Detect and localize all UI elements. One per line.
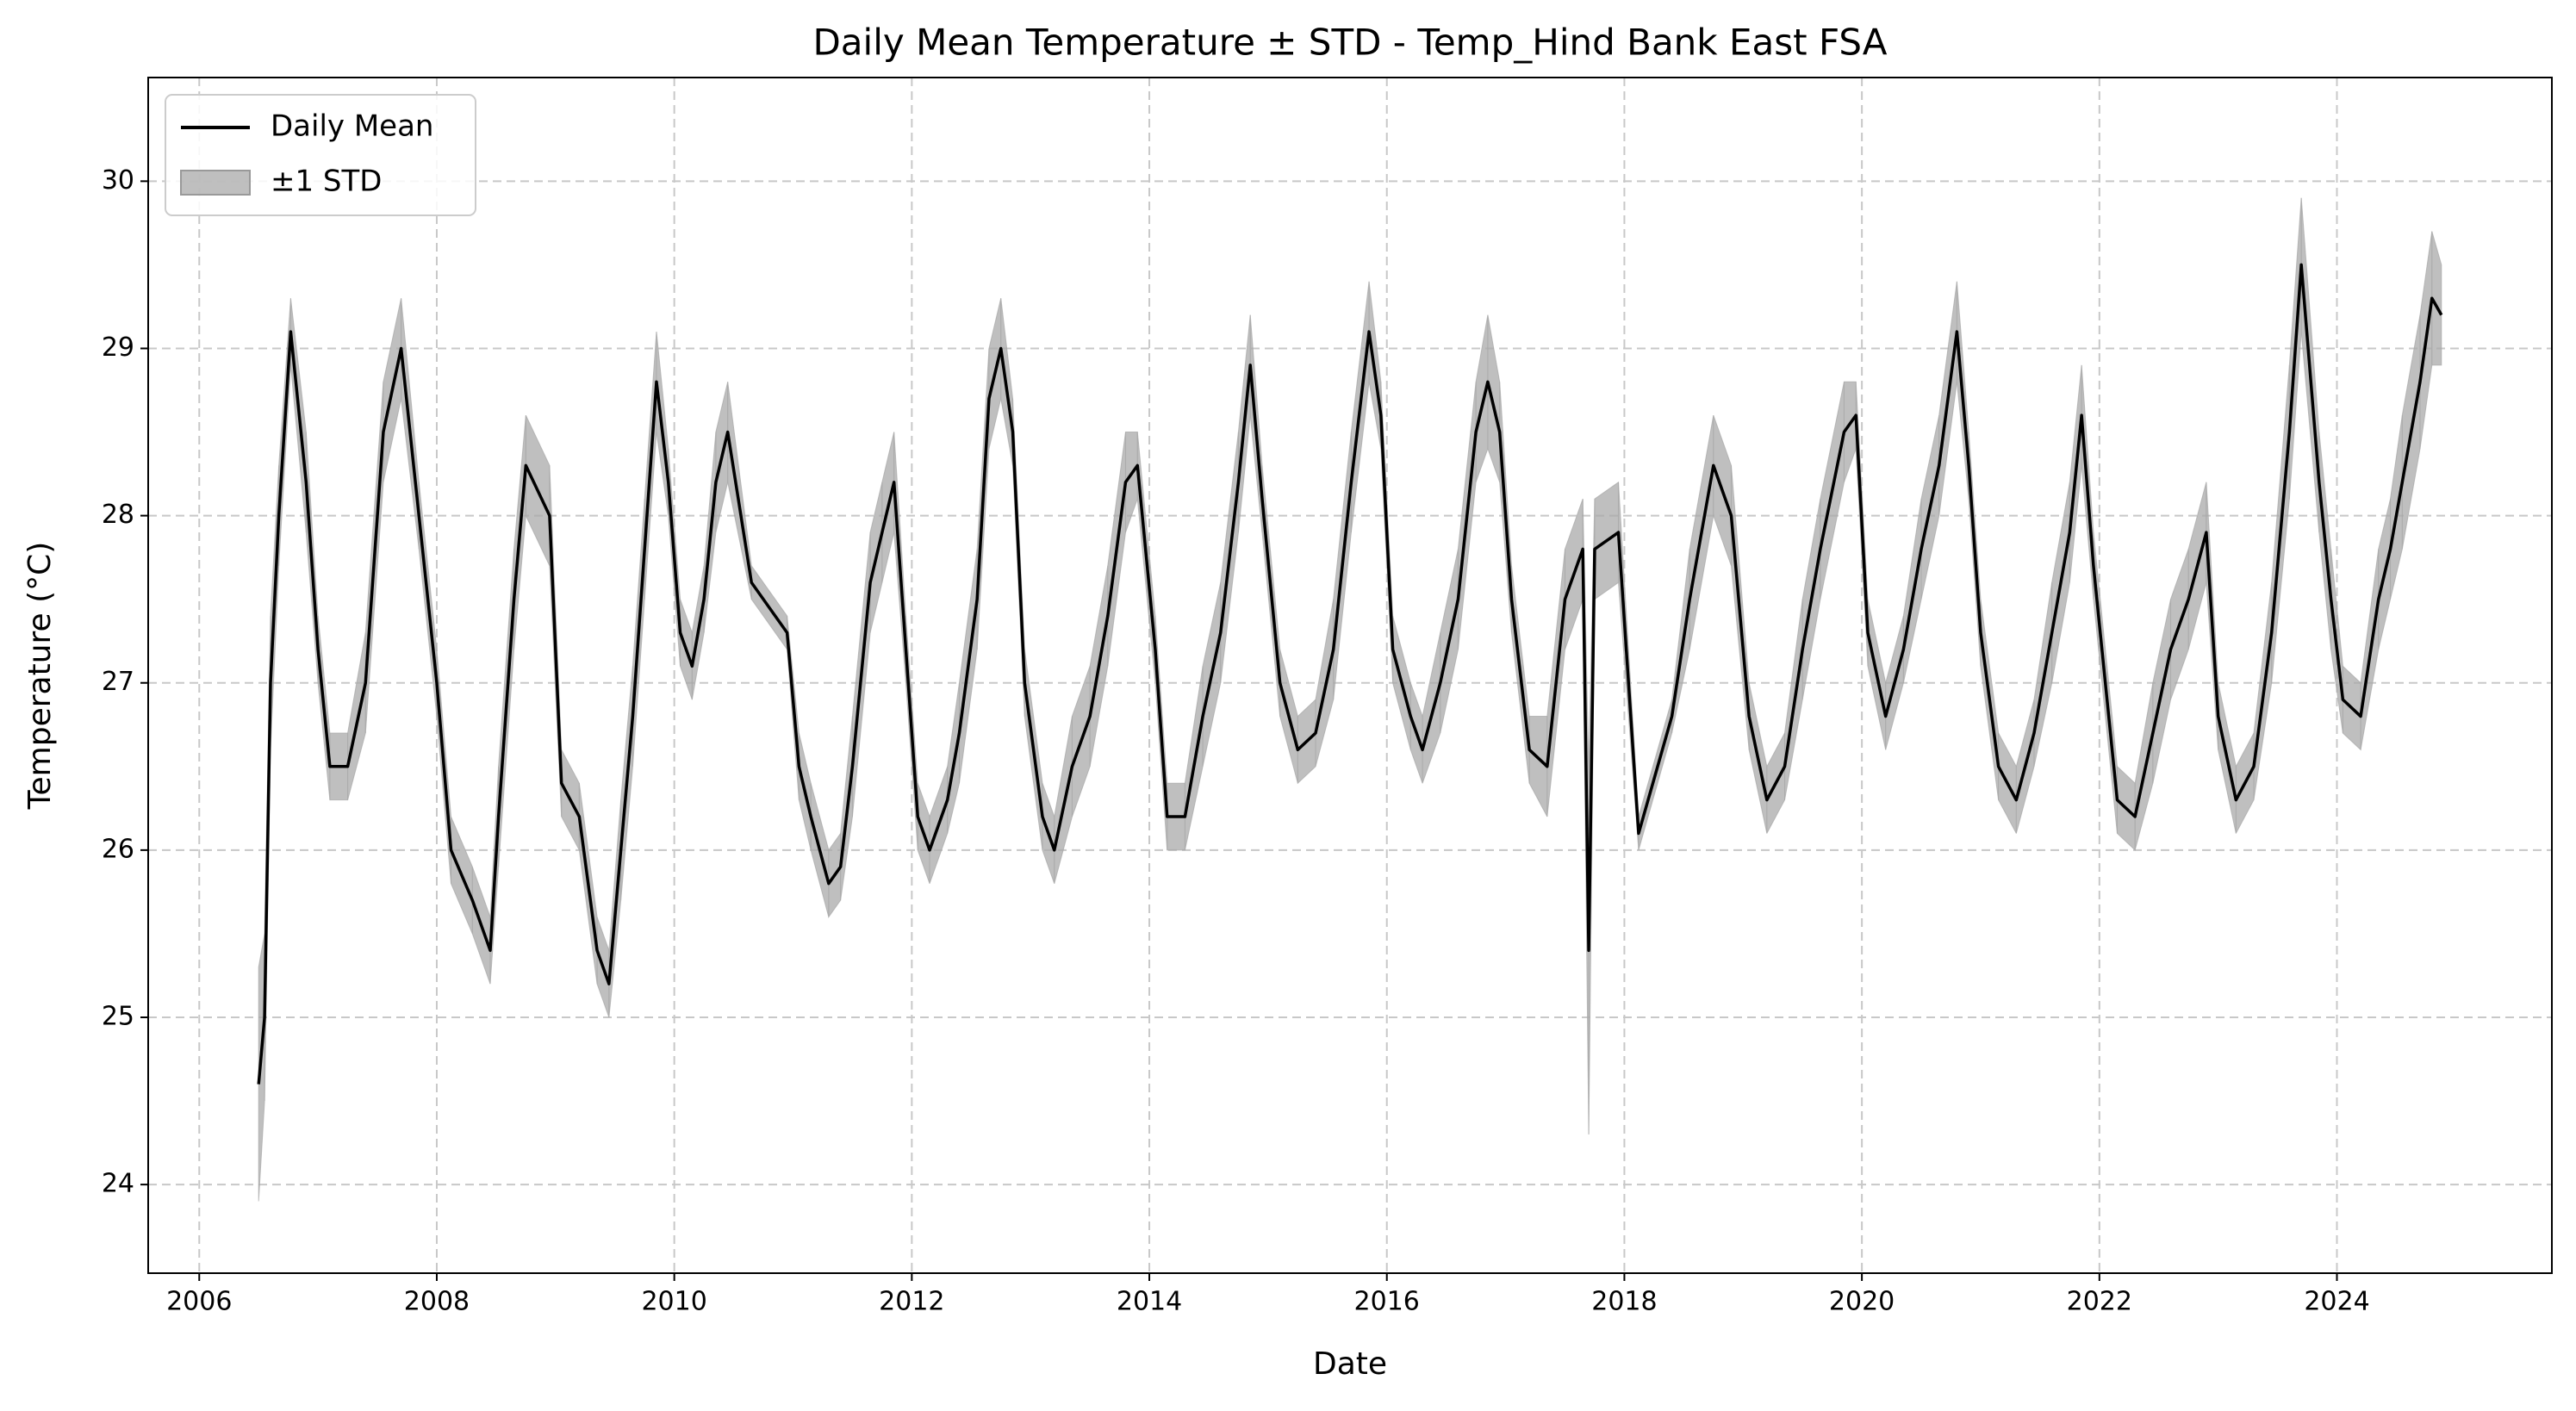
x-tick-label: 2018	[1591, 1287, 1657, 1317]
std-band	[1422, 632, 1441, 784]
x-tick-label: 2006	[166, 1287, 232, 1317]
x-tick-label: 2012	[879, 1287, 944, 1317]
x-tick-label: 2022	[2067, 1287, 2132, 1317]
y-tick-label: 28	[102, 500, 134, 530]
std-band	[2134, 682, 2154, 850]
y-tick-label: 26	[102, 834, 134, 864]
std-band	[2431, 231, 2442, 366]
legend-patch	[180, 170, 251, 196]
std-band	[1487, 314, 1501, 482]
std-band	[1054, 716, 1073, 884]
y-tick-label: 25	[102, 1001, 134, 1031]
legend-label: ±1 STD	[271, 165, 382, 199]
y-tick-label: 30	[102, 165, 134, 196]
x-tick-label: 2020	[1829, 1287, 1895, 1317]
x-tick-label: 2008	[404, 1287, 470, 1317]
x-tick-label: 2024	[2304, 1287, 2369, 1317]
x-tick-label: 2014	[1117, 1287, 1182, 1317]
std-band	[347, 632, 366, 800]
std-band	[1475, 314, 1489, 482]
x-tick-label: 2010	[641, 1287, 706, 1317]
x-tick-label: 2016	[1354, 1287, 1420, 1317]
legend-label: Daily Mean	[271, 109, 433, 144]
std-band	[1528, 716, 1548, 817]
chart-title: Daily Mean Temperature ± STD - Temp_Hind…	[812, 22, 1887, 64]
y-tick-label: 27	[102, 667, 134, 697]
y-tick-label: 24	[102, 1169, 134, 1199]
x-axis-label: Date	[1313, 1346, 1387, 1382]
plot-frame	[147, 77, 2553, 1274]
y-tick-label: 29	[102, 333, 134, 363]
std-band	[1315, 599, 1335, 767]
mean-line	[257, 263, 2443, 1085]
y-axis-label: Temperature (°C)	[22, 542, 58, 811]
